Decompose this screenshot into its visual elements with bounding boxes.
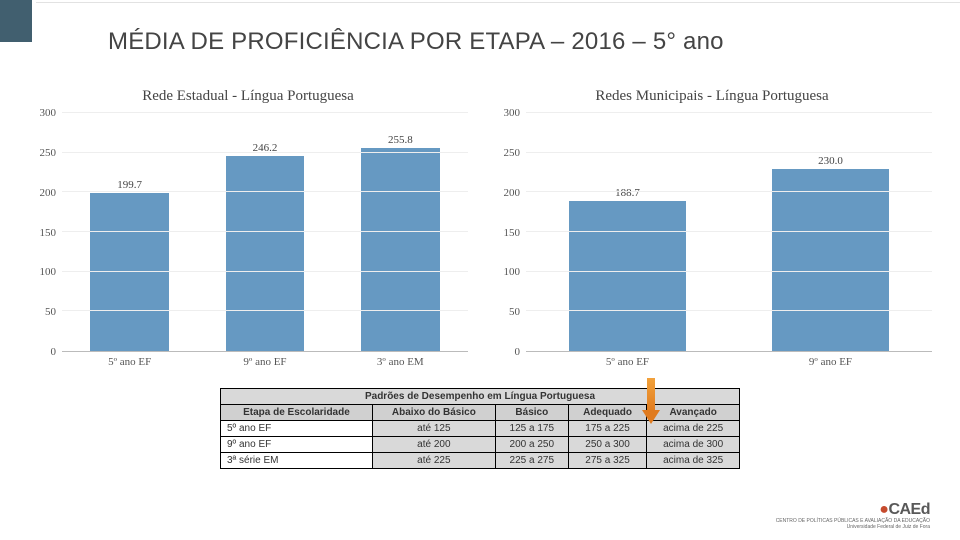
ytick: 0: [515, 346, 521, 358]
table-cell: acima de 325: [647, 453, 740, 469]
bar-value-label: 188.7: [615, 187, 640, 199]
grid-line: [62, 191, 468, 192]
table-col-0: Abaixo do Básico: [372, 405, 495, 421]
grid-line: [526, 191, 932, 192]
table-cell: 175 a 225: [568, 421, 647, 437]
bar-wrap: 188.7: [526, 113, 729, 351]
chart-right-area: 188.7 230.0: [526, 113, 932, 352]
table-cell: até 200: [372, 437, 495, 453]
chart-right-yaxis: 050100150200250300: [492, 113, 526, 352]
caed-logo: ●CAEd CENTRO DE POLÍTICAS PÚBLICAS E AVA…: [776, 501, 930, 530]
logo-line2: Universidade Federal de Juiz de Fora: [776, 525, 930, 531]
chart-right-xaxis: 5º ano EF9º ano EF: [526, 352, 932, 370]
table-row: 3ª série EMaté 225225 a 275275 a 325acim…: [221, 453, 740, 469]
xtick: 9º ano EF: [197, 352, 332, 370]
xtick: 5º ano EF: [62, 352, 197, 370]
chart-left-bars: 199.7 246.2 255.8: [62, 113, 468, 351]
table-col-1: Básico: [495, 405, 568, 421]
table-col-3: Avançado: [647, 405, 740, 421]
table-cell: 250 a 300: [568, 437, 647, 453]
table-cell: 275 a 325: [568, 453, 647, 469]
table-cell: acima de 225: [647, 421, 740, 437]
chart-left: Rede Estadual - Língua Portuguesa 0 50 100…: [28, 88, 468, 370]
chart-right-bars: 188.7 230.0: [526, 113, 932, 351]
table-row: 5º ano EFaté 125125 a 175175 a 225acima …: [221, 421, 740, 437]
ytick: 100: [504, 266, 521, 278]
ytick: 150: [40, 227, 57, 239]
ytick: 250: [504, 147, 521, 159]
arrow-down-icon: [642, 378, 660, 424]
ytick: 0: [51, 346, 57, 358]
chart-right-title: Redes Municipais - Língua Portuguesa: [492, 88, 932, 105]
grid-line: [62, 112, 468, 113]
ytick: 250: [40, 147, 57, 159]
ytick: 200: [40, 187, 57, 199]
table-cell: 225 a 275: [495, 453, 568, 469]
table-cell: acima de 300: [647, 437, 740, 453]
xtick: 9º ano EF: [729, 352, 932, 370]
grid-line: [62, 271, 468, 272]
performance-table: Padrões de Desempenho em Língua Portugue…: [220, 388, 740, 469]
bar: [90, 193, 168, 351]
table-title: Padrões de Desempenho em Língua Portugue…: [221, 389, 740, 405]
top-divider: [36, 2, 960, 3]
grid-line: [62, 231, 468, 232]
ytick: 50: [509, 306, 520, 318]
table-cell: até 225: [372, 453, 495, 469]
grid-line: [62, 310, 468, 311]
bar-wrap: 246.2: [197, 113, 332, 351]
table-row-header: Etapa de Escolaridade: [221, 405, 373, 421]
ytick: 150: [504, 227, 521, 239]
table-row: 9º ano EFaté 200200 a 250250 a 300acima …: [221, 437, 740, 453]
xtick: 3º ano EM: [333, 352, 468, 370]
ytick: 100: [40, 266, 57, 278]
grid-line: [62, 152, 468, 153]
corner-decoration: [0, 0, 32, 42]
chart-left-yaxis: 050100150200250300: [28, 113, 62, 352]
bar-wrap: 230.0: [729, 113, 932, 351]
xtick: 5º ano EF: [526, 352, 729, 370]
grid-line: [526, 231, 932, 232]
charts-container: Rede Estadual - Língua Portuguesa 0 50 100…: [28, 88, 932, 370]
chart-left-title: Rede Estadual - Língua Portuguesa: [28, 88, 468, 105]
grid-line: [526, 271, 932, 272]
grid-line: [526, 112, 932, 113]
chart-left-xaxis: 5º ano EF9º ano EF3º ano EM: [62, 352, 468, 370]
grid-line: [526, 310, 932, 311]
ytick: 300: [40, 107, 57, 119]
bar: [361, 148, 439, 351]
chart-right: Redes Municipais - Língua Portuguesa 0 50…: [492, 88, 932, 370]
bar: [569, 201, 687, 351]
table-cell: 200 a 250: [495, 437, 568, 453]
page-title: MÉDIA DE PROFICIÊNCIA POR ETAPA – 2016 –…: [108, 28, 724, 56]
bar-wrap: 199.7: [62, 113, 197, 351]
bar-value-label: 199.7: [117, 179, 142, 191]
bar: [226, 156, 304, 351]
table-body: 5º ano EFaté 125125 a 175175 a 225acima …: [221, 421, 740, 469]
table-row-label: 9º ano EF: [221, 437, 373, 453]
bar-wrap: 255.8: [333, 113, 468, 351]
ytick: 50: [45, 306, 56, 318]
bar: [772, 169, 890, 351]
performance-table-wrap: Padrões de Desempenho em Língua Portugue…: [220, 388, 740, 469]
table-row-label: 5º ano EF: [221, 421, 373, 437]
chart-right-plot: 050100150200250300 188.7230.0: [492, 113, 932, 352]
logo-brand: ●CAEd: [776, 501, 930, 519]
bar-value-label: 230.0: [818, 155, 843, 167]
table-cell: 125 a 175: [495, 421, 568, 437]
grid-line: [526, 152, 932, 153]
table-cell: até 125: [372, 421, 495, 437]
chart-left-plot: 050100150200250300 199.7246.2255.8: [28, 113, 468, 352]
ytick: 200: [504, 187, 521, 199]
chart-left-area: 199.7 246.2 255.8: [62, 113, 468, 352]
table-header-row: Etapa de Escolaridade Abaixo do Básico B…: [221, 405, 740, 421]
bar-value-label: 255.8: [388, 134, 413, 146]
table-col-2: Adequado: [568, 405, 647, 421]
ytick: 300: [504, 107, 521, 119]
table-row-label: 3ª série EM: [221, 453, 373, 469]
